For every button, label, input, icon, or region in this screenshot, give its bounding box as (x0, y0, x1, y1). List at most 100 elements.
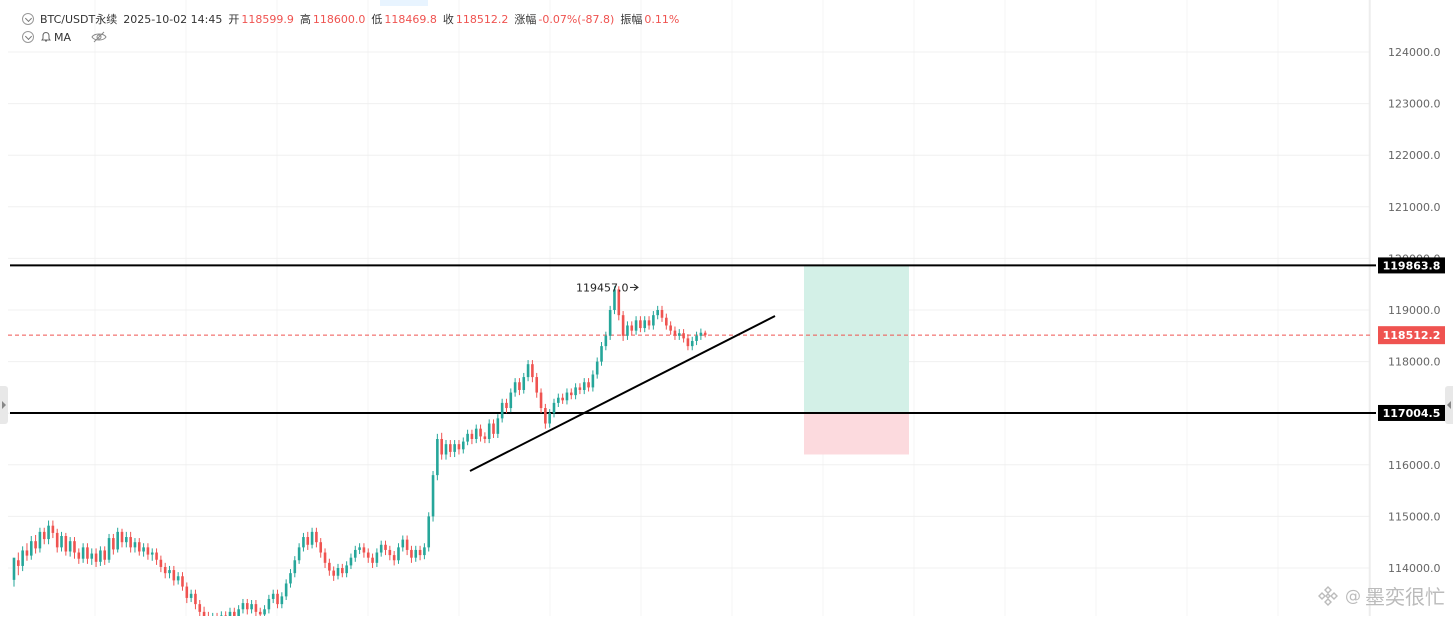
watermark: @ 墨奕很忙 (1317, 581, 1445, 610)
candle-body (665, 317, 668, 326)
symbol-label: BTC/USDT永续 (40, 13, 118, 26)
candle-body (125, 537, 128, 543)
candle-body (461, 441, 465, 450)
candle-body (349, 557, 353, 566)
candle-body (34, 541, 37, 549)
candle-body (418, 549, 422, 556)
candle-body (42, 531, 46, 540)
open-value: 118599.9 (241, 12, 294, 26)
y-axis-tick-label: 114000.0 (1388, 562, 1441, 575)
stop-loss-zone (804, 412, 909, 455)
candle-body (557, 397, 560, 403)
candle-body (613, 289, 616, 310)
candle-body (397, 547, 400, 561)
level-price-tag (1378, 404, 1445, 421)
collapse-chevron-icon[interactable] (22, 13, 34, 25)
candle-body (47, 525, 50, 540)
candle-body (656, 310, 659, 316)
hide-eye-icon[interactable] (91, 31, 107, 43)
candle-body (176, 576, 180, 581)
indicator-chevron-icon[interactable] (22, 31, 34, 43)
candle-body (608, 310, 612, 336)
candle-body (21, 550, 24, 566)
candle-body (431, 475, 435, 517)
candle-body (258, 611, 262, 615)
bell-icon[interactable] (40, 31, 52, 43)
left-panel-toggle[interactable] (0, 386, 8, 424)
candle-body (371, 557, 374, 563)
candle-body (496, 418, 500, 434)
watermark-author: 墨奕很忙 (1365, 585, 1445, 609)
indicator-ma-label[interactable]: MA (54, 30, 72, 44)
candle-body (621, 315, 625, 336)
y-axis-tick-label: 121000.0 (1388, 201, 1441, 214)
candle-body (531, 364, 534, 378)
candle-body (319, 542, 323, 553)
candle-body (505, 402, 508, 409)
candle-body (699, 332, 703, 336)
candle-body (535, 377, 539, 393)
candle-body (509, 392, 513, 409)
candle-body (137, 542, 141, 552)
candle-body (332, 570, 335, 576)
candle-body (241, 603, 245, 610)
candle-body (449, 444, 452, 452)
candle-body (548, 413, 551, 424)
candle-body (280, 596, 284, 605)
candle-body (677, 333, 681, 336)
candle-body (410, 549, 413, 558)
y-axis-tick-label: 116000.0 (1388, 459, 1441, 472)
candle-body (150, 552, 154, 555)
candle-body (116, 531, 119, 550)
high-annotation-label: 119457.0 (576, 281, 629, 294)
candle-body (604, 335, 608, 347)
profit-target-zone (804, 265, 909, 413)
y-axis-tick-label: 115000.0 (1388, 510, 1441, 523)
level-price-label: 117004.5 (1383, 407, 1441, 420)
candle-body (120, 531, 124, 543)
candle-body (172, 570, 176, 581)
close-value: 118512.2 (455, 12, 509, 26)
candle-body (453, 444, 456, 452)
high-annotation-arrowhead (633, 284, 639, 291)
y-axis-tick-label: 123000.0 (1388, 98, 1441, 111)
candle-body (38, 531, 42, 549)
candle-body (578, 387, 582, 390)
candle-body (284, 583, 288, 597)
candle-body (375, 552, 379, 563)
candle-body (513, 382, 517, 393)
candle-body (94, 553, 98, 562)
candle-body (168, 570, 171, 574)
candle-body (470, 433, 474, 439)
candle-body (233, 611, 236, 618)
candle-body (103, 550, 107, 560)
candle-body (669, 325, 672, 331)
trendline (469, 315, 776, 472)
datetime-label: 2025-10-02 14:45 (123, 12, 223, 26)
candle-body (263, 609, 266, 615)
candle-body (600, 346, 603, 362)
candle-body (518, 382, 521, 390)
top-selection-marker (380, 0, 428, 6)
amplitude-label: 振幅 (620, 13, 643, 26)
candle-body (703, 332, 707, 336)
candle-body (379, 544, 383, 553)
candle-body (68, 541, 72, 552)
candle-body (405, 539, 409, 550)
candle-body (569, 392, 573, 396)
candle-body (271, 593, 275, 599)
candle-body (444, 444, 448, 455)
candle-body (436, 439, 439, 476)
watermark-at-sign: @ (1345, 586, 1361, 605)
candle-body (323, 552, 327, 563)
candle-body (289, 573, 292, 584)
change-label: 涨幅 (514, 13, 537, 26)
candle-body (466, 433, 469, 442)
candle-body (474, 428, 478, 439)
candle-body (159, 559, 163, 567)
candle-body (582, 382, 586, 390)
candle-body (328, 562, 331, 571)
right-panel-toggle[interactable] (1445, 386, 1453, 424)
